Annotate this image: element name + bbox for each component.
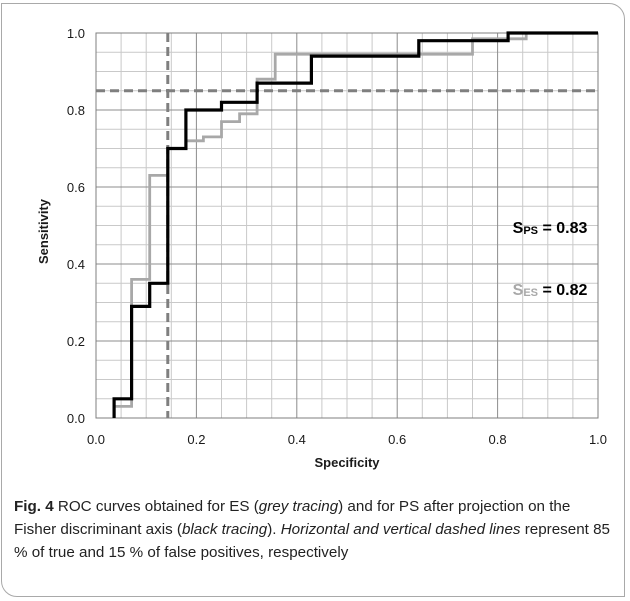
y-tick-label: 1.0 bbox=[67, 26, 85, 41]
caption-italic-1: grey tracing bbox=[258, 498, 339, 515]
annotation-value: = 0.82 bbox=[538, 282, 587, 299]
y-tick-label: 0.6 bbox=[67, 180, 85, 195]
y-tick-label: 0.8 bbox=[67, 103, 85, 118]
series-layer bbox=[112, 31, 598, 418]
caption-text-2: ) and for PS after projection on the Fis… bbox=[14, 498, 571, 538]
roc-chart: 0.0 0.2 0.4 0.6 0.8 1.0 0.0 0.2 0.4 0.6 0.8 1.0 Sp… bbox=[36, 26, 607, 470]
caption-italic-3: Horizontal and vertical dashed lines bbox=[280, 521, 521, 538]
caption-figure-number: Fig. 4 bbox=[14, 498, 54, 515]
annotation-value: = 0.83 bbox=[538, 220, 587, 237]
annotation-main: S bbox=[513, 220, 524, 237]
x-tick-label: 1.0 bbox=[589, 432, 607, 447]
series-line-grey bbox=[112, 31, 598, 418]
x-tick-label: 0.4 bbox=[288, 432, 306, 447]
x-tick-label: 0.8 bbox=[489, 432, 507, 447]
y-axis-title: Sensitivity bbox=[36, 198, 51, 264]
caption-text-4: represent 85 % of true and 15 % of false… bbox=[14, 521, 610, 561]
y-tick-label: 0.4 bbox=[67, 257, 85, 272]
annotation-subscript: ES bbox=[523, 287, 538, 299]
x-tick-label: 0.0 bbox=[87, 432, 105, 447]
sensitivity-ps-annotation: SPS = 0.83 bbox=[513, 220, 588, 237]
plot-area-border bbox=[95, 32, 599, 419]
x-axis-title: Specificity bbox=[314, 455, 380, 470]
x-tick-label: 0.2 bbox=[187, 432, 205, 447]
minor-grid bbox=[96, 33, 598, 418]
caption-italic-2: black tracing bbox=[181, 521, 268, 538]
sensitivity-es-annotation: SES = 0.82 bbox=[513, 282, 588, 299]
annotation-main: S bbox=[513, 282, 524, 299]
x-tick-labels: 0.0 0.2 0.4 0.6 0.8 1.0 bbox=[87, 432, 607, 447]
figure-caption: Fig. 4 ROC curves obtained for ES (grey … bbox=[14, 495, 610, 564]
series-line-black bbox=[112, 31, 598, 418]
caption-text-1: ROC curves obtained for ES ( bbox=[53, 498, 259, 515]
reference-lines bbox=[96, 33, 598, 418]
y-tick-label: 0.2 bbox=[67, 334, 85, 349]
annotation-subscript: PS bbox=[523, 225, 538, 237]
y-tick-labels: 0.0 0.2 0.4 0.6 0.8 1.0 bbox=[67, 26, 85, 426]
y-tick-label: 0.0 bbox=[67, 411, 85, 426]
x-tick-label: 0.6 bbox=[388, 432, 406, 447]
figure-frame bbox=[1, 3, 625, 597]
major-grid bbox=[96, 33, 598, 418]
caption-text-3: ). bbox=[267, 521, 281, 538]
